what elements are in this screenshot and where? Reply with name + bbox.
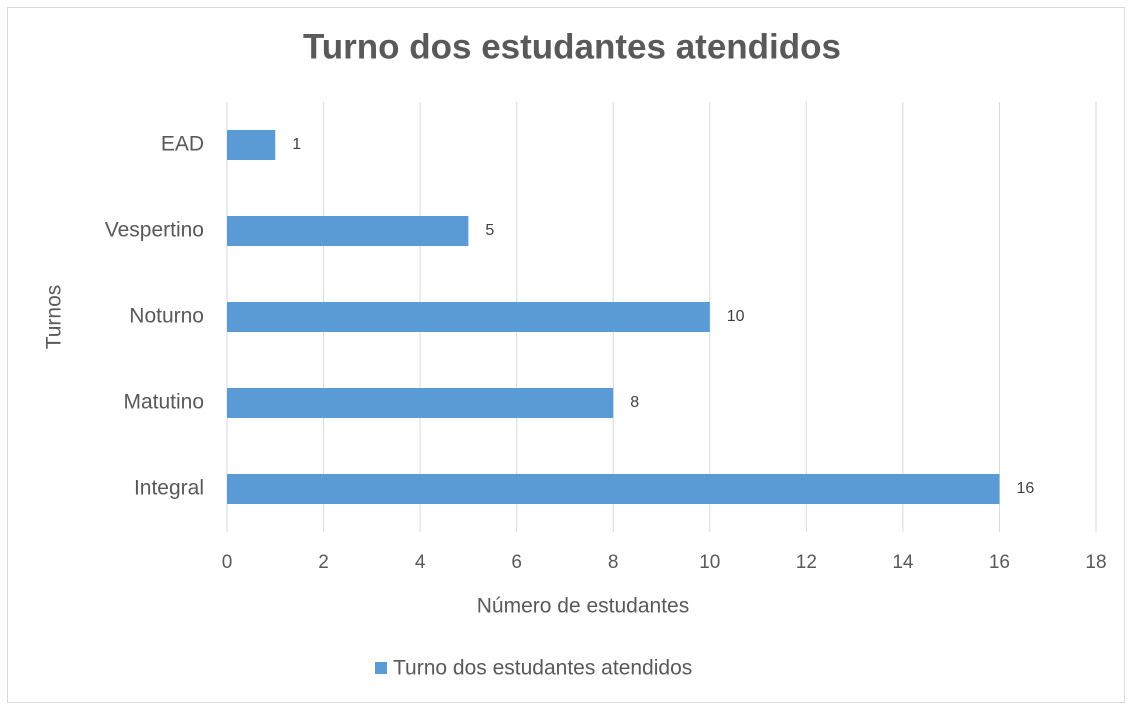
- x-tick-label: 16: [989, 552, 1010, 573]
- x-tick-label: 14: [892, 552, 914, 573]
- data-label: 1: [292, 136, 301, 153]
- y-tick-label: Vespertino: [105, 219, 204, 242]
- x-tick-label: 12: [796, 552, 817, 573]
- y-tick-label: Noturno: [129, 305, 204, 328]
- chart-title: Turno dos estudantes atendidos: [303, 27, 841, 66]
- bar: [227, 216, 469, 246]
- bar: [227, 474, 1000, 504]
- x-tick-label: 4: [415, 552, 426, 573]
- data-label: 5: [485, 222, 494, 239]
- bar: [227, 130, 276, 160]
- y-tick-label: Integral: [134, 477, 204, 500]
- data-label: 16: [1016, 480, 1034, 497]
- data-label: 10: [727, 308, 745, 325]
- x-axis-title: Número de estudantes: [477, 595, 689, 618]
- x-tick-label: 18: [1085, 552, 1106, 573]
- x-tick-label: 10: [699, 552, 720, 573]
- y-tick-label: EAD: [161, 133, 204, 156]
- bar: [227, 302, 710, 332]
- x-tick-label: 2: [318, 552, 329, 573]
- data-label: 8: [630, 394, 639, 411]
- chart-border: [7, 7, 1125, 703]
- x-tick-label: 6: [511, 552, 522, 573]
- bar: [227, 388, 614, 418]
- legend-label: Turno dos estudantes atendidos: [393, 657, 692, 680]
- legend-swatch: [375, 662, 387, 674]
- y-tick-label: Matutino: [123, 391, 204, 414]
- x-tick-label: 8: [608, 552, 619, 573]
- x-tick-label: 0: [222, 552, 233, 573]
- y-axis-title: Turnos: [43, 285, 66, 350]
